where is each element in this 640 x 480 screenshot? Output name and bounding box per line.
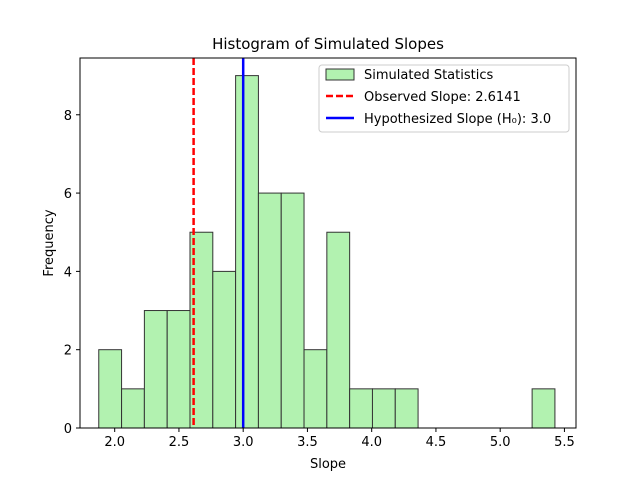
histogram-bar — [326, 231, 351, 429]
y-axis-label: Frequency — [42, 209, 57, 276]
legend: Simulated Statistics Observed Slope: 2.6… — [318, 64, 570, 133]
plot-frame — [79, 57, 577, 429]
y-tick-label: 8 — [64, 109, 72, 124]
x-tick-label: 2.0 — [104, 435, 125, 450]
legend-label-hypothesized: Hypothesized Slope (H₀): 3.0 — [364, 112, 551, 127]
histogram-bar — [303, 349, 328, 429]
legend-box — [318, 64, 570, 133]
x-tick-label: 5.5 — [554, 435, 575, 450]
y-tick-label: 4 — [64, 265, 72, 280]
y-tick-label: 2 — [64, 344, 72, 359]
histogram-bar — [143, 310, 168, 429]
histogram-bar — [98, 349, 123, 429]
x-tick-label: 5.0 — [490, 435, 511, 450]
y-tick-label: 0 — [64, 422, 72, 437]
histogram-bar — [371, 388, 396, 429]
x-tick-label: 4.0 — [361, 435, 382, 450]
legend-swatch-simulated — [325, 68, 355, 81]
x-tick-label: 4.5 — [426, 435, 447, 450]
y-tick-label: 6 — [64, 187, 72, 202]
x-tick-label: 3.0 — [233, 435, 254, 450]
x-axis-ticks: 2.0 2.5 3.0 3.5 4.0 4.5 5.0 5.5 — [104, 428, 575, 450]
histogram-bar — [349, 388, 373, 429]
histogram-bar — [280, 192, 305, 429]
histogram-bar — [166, 310, 191, 429]
legend-label-observed: Observed Slope: 2.6141 — [364, 90, 521, 105]
histogram-bars — [98, 75, 556, 429]
legend-label-simulated: Simulated Statistics — [364, 68, 493, 83]
x-axis-label: Slope — [310, 457, 346, 472]
histogram-bar — [212, 270, 237, 429]
reference-lines — [192, 58, 245, 428]
y-axis-ticks: 0 2 4 6 8 — [64, 109, 80, 437]
histogram-bar — [121, 388, 145, 429]
x-tick-label: 2.5 — [169, 435, 190, 450]
histogram-bar — [257, 192, 282, 429]
histogram-bar — [531, 388, 556, 429]
x-tick-label: 3.5 — [297, 435, 318, 450]
histogram-bar — [394, 388, 419, 429]
chart-title: Histogram of Simulated Slopes — [212, 35, 444, 53]
histogram-bar — [235, 75, 259, 429]
